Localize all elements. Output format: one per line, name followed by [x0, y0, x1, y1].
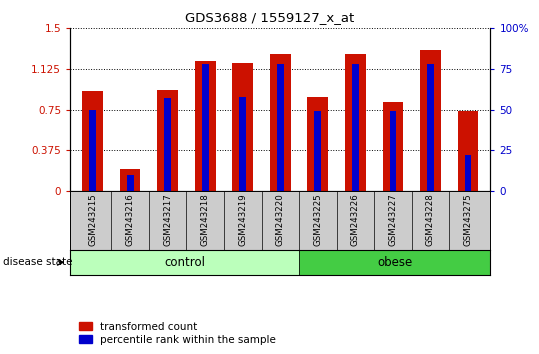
Text: GSM243220: GSM243220	[276, 193, 285, 246]
Bar	[120, 170, 141, 191]
Bar	[202, 64, 209, 191]
Bar	[352, 64, 359, 191]
Bar	[420, 50, 441, 191]
Text: GDS3688 / 1559127_x_at: GDS3688 / 1559127_x_at	[185, 11, 354, 24]
Bar	[458, 111, 478, 191]
Bar	[127, 175, 134, 191]
Bar	[82, 91, 103, 191]
Bar	[465, 155, 471, 191]
Text: GSM243216: GSM243216	[126, 193, 135, 246]
Bar	[427, 64, 434, 191]
Text: GSM243228: GSM243228	[426, 193, 435, 246]
Bar	[345, 55, 365, 191]
Bar	[277, 64, 284, 191]
Bar	[270, 55, 291, 191]
Text: GSM243217: GSM243217	[163, 193, 172, 246]
Legend: transformed count, percentile rank within the sample: transformed count, percentile rank withi…	[75, 317, 280, 349]
Text: GSM243275: GSM243275	[464, 193, 473, 246]
Bar	[232, 63, 253, 191]
Bar	[390, 112, 396, 191]
Bar	[299, 250, 490, 275]
Bar	[195, 61, 216, 191]
Text: GSM243219: GSM243219	[238, 193, 247, 246]
Bar	[164, 98, 171, 191]
Bar	[307, 97, 328, 191]
Bar	[383, 102, 403, 191]
Text: GSM243227: GSM243227	[389, 193, 397, 246]
Text: disease state: disease state	[3, 257, 72, 267]
Bar	[70, 250, 299, 275]
Text: GSM243218: GSM243218	[201, 193, 210, 246]
Bar	[314, 112, 321, 191]
Text: obese: obese	[377, 256, 412, 269]
Text: control: control	[164, 256, 205, 269]
Bar	[239, 97, 246, 191]
Bar	[157, 90, 178, 191]
Bar	[89, 110, 96, 191]
Text: GSM243215: GSM243215	[88, 193, 97, 246]
Text: GSM243226: GSM243226	[351, 193, 360, 246]
Text: GSM243225: GSM243225	[313, 193, 322, 246]
